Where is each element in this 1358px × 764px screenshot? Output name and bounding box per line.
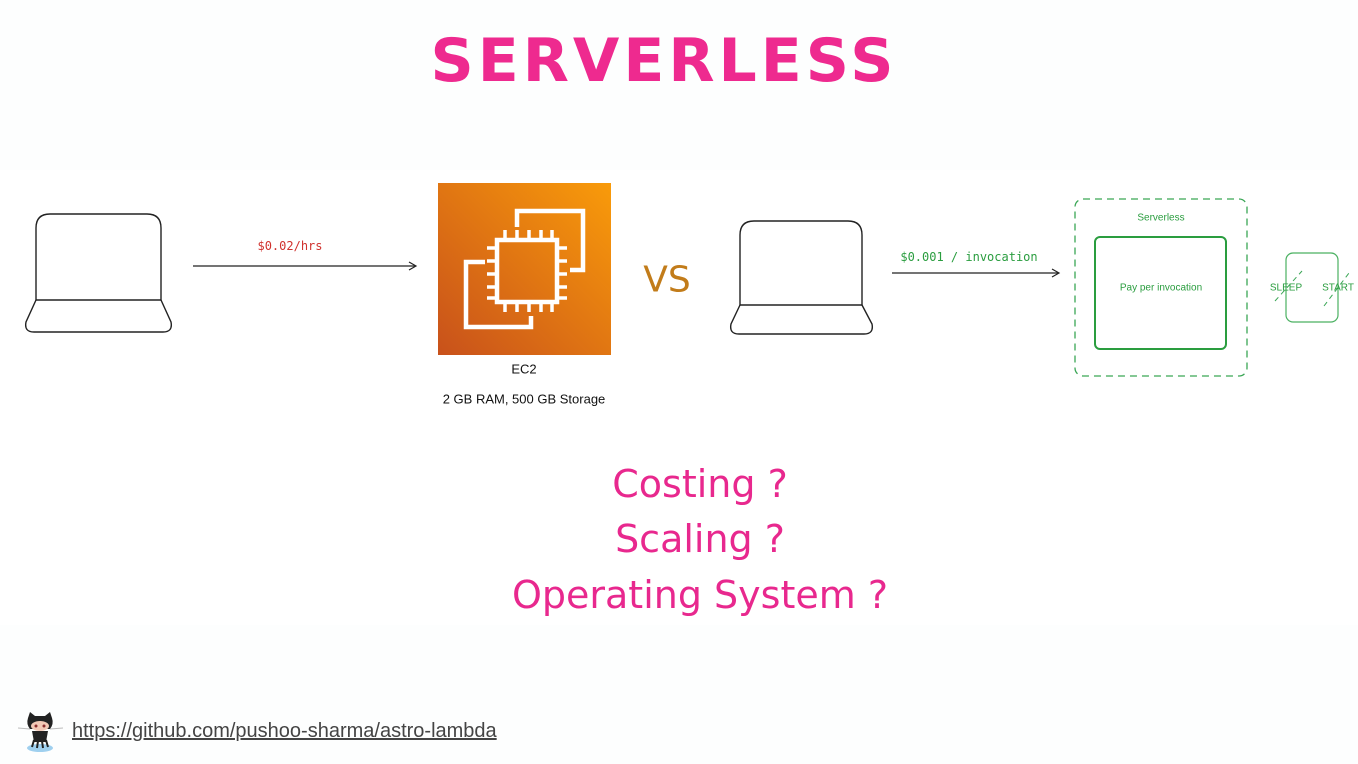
arrow-left-to-ec2 [193,261,418,271]
ec2-price-label: $0.02/hrs [257,239,323,253]
pay-per-invocation-box [1094,236,1227,350]
github-repo-link[interactable]: https://github.com/pushoo-sharma/astro-l… [72,720,497,742]
content-band [0,170,1358,625]
question-operating-system: Operating System ? [511,573,888,617]
question-costing: Costing ? [612,462,788,506]
sleep-state-label: SLEEP [1269,282,1303,294]
ec2-specs: 2 GB RAM, 500 GB Storage [442,391,606,407]
ec2-chip-icon [438,183,611,355]
vs-label: VS [643,259,691,301]
laptop-icon [729,220,874,335]
serverless-group-box [1074,198,1248,377]
sleep-start-box [1285,252,1339,323]
github-octocat-icon [18,712,64,752]
laptop-icon [24,213,173,333]
start-state-label: START [1322,282,1354,294]
pay-per-invocation-label: Pay per invocation [1119,282,1203,294]
ec2-label: EC2 [511,361,537,377]
question-scaling: Scaling ? [615,517,785,561]
arrow-laptop-to-serverless [892,268,1061,278]
serverless-group-label: Serverless [1137,212,1185,224]
serverless-price-label: $0.001 / invocation [900,250,1038,264]
page-title: SERVERLESS [430,26,898,96]
